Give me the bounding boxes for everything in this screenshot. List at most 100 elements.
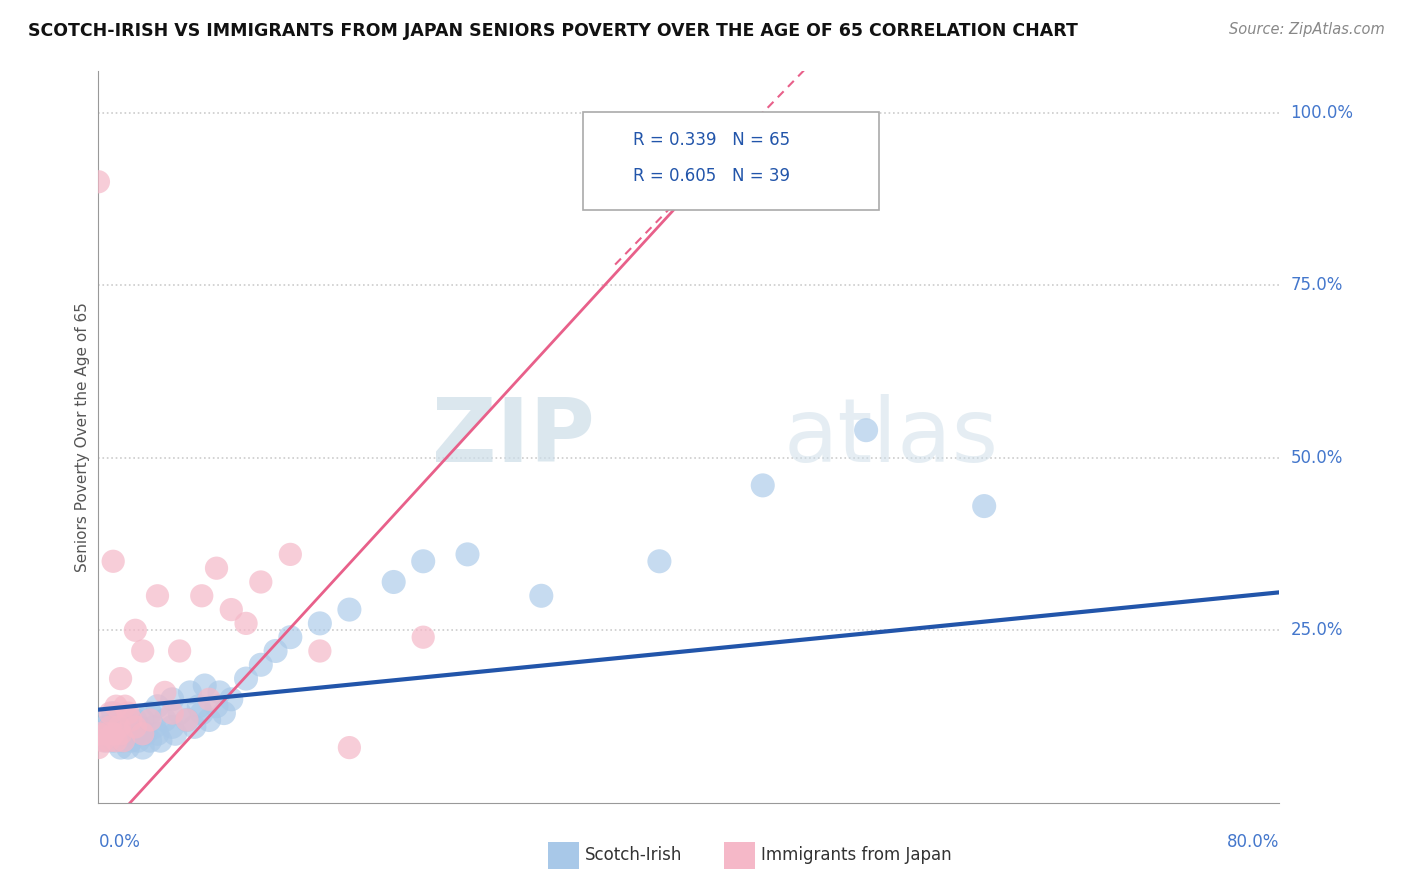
Point (280, 548, 302, 562)
Text: 75.0%: 75.0% (1291, 277, 1343, 294)
Point (87, 727, 110, 741)
Text: Scotch-Irish: Scotch-Irish (585, 847, 682, 864)
Point (648, 554, 671, 568)
Point (752, 478, 775, 492)
Point (132, 740, 155, 755)
Point (105, 727, 128, 741)
Point (97, 727, 120, 741)
Point (187, 699, 209, 714)
Point (221, 602, 243, 616)
Point (114, 699, 136, 714)
Point (110, 727, 132, 741)
Point (120, 713, 142, 727)
Point (117, 706, 139, 720)
Point (139, 733, 162, 747)
Point (176, 713, 198, 727)
Point (339, 740, 361, 755)
Point (112, 733, 135, 747)
Point (127, 733, 149, 747)
Point (132, 644, 155, 658)
Point (128, 720, 150, 734)
Point (135, 727, 157, 741)
Text: 80.0%: 80.0% (1227, 833, 1279, 851)
Point (205, 699, 228, 714)
Point (103, 554, 125, 568)
Point (169, 644, 191, 658)
Point (162, 692, 183, 706)
Text: 100.0%: 100.0% (1291, 103, 1354, 122)
Point (124, 720, 146, 734)
Point (280, 630, 302, 644)
Point (91, 733, 114, 747)
Point (117, 713, 139, 727)
Point (309, 616, 332, 631)
Point (198, 692, 221, 706)
Point (198, 713, 221, 727)
Point (191, 589, 214, 603)
Text: Source: ZipAtlas.com: Source: ZipAtlas.com (1229, 22, 1385, 37)
Point (143, 720, 166, 734)
Point (98, 706, 121, 720)
Text: R = 0.605   N = 39: R = 0.605 N = 39 (633, 167, 790, 185)
Point (105, 699, 128, 714)
Point (114, 727, 136, 741)
Point (110, 740, 132, 755)
Point (87, 713, 110, 727)
Point (855, 423, 877, 437)
Point (973, 499, 995, 513)
Point (98, 720, 121, 734)
Point (110, 727, 132, 741)
Text: ZIP: ZIP (432, 393, 595, 481)
Point (146, 699, 169, 714)
Point (111, 733, 134, 747)
Point (250, 574, 273, 589)
Text: 50.0%: 50.0% (1291, 449, 1343, 467)
Point (87, 175, 110, 189)
Point (124, 713, 146, 727)
Text: 25.0%: 25.0% (1291, 622, 1343, 640)
Point (205, 561, 228, 575)
Point (235, 672, 257, 686)
Point (382, 574, 405, 589)
Point (139, 706, 162, 720)
Point (108, 720, 131, 734)
Text: Immigrants from Japan: Immigrants from Japan (761, 847, 952, 864)
Point (153, 685, 176, 699)
Point (169, 706, 191, 720)
Point (162, 706, 183, 720)
Point (146, 727, 169, 741)
Point (146, 589, 169, 603)
Point (112, 713, 135, 727)
Point (165, 727, 187, 741)
Point (94, 720, 117, 734)
Point (132, 727, 155, 741)
Text: 0.0%: 0.0% (98, 833, 141, 851)
Point (87, 740, 110, 755)
Point (176, 713, 198, 727)
Point (117, 740, 139, 755)
Point (208, 685, 231, 699)
Point (162, 720, 183, 734)
Point (103, 733, 125, 747)
Point (179, 685, 201, 699)
Point (124, 727, 146, 741)
Point (110, 720, 132, 734)
Point (105, 733, 128, 747)
Point (94, 733, 117, 747)
Point (94, 727, 117, 741)
Point (191, 706, 214, 720)
Point (264, 644, 287, 658)
Point (412, 554, 434, 568)
Point (212, 706, 235, 720)
Point (194, 678, 217, 692)
Point (339, 602, 361, 616)
Point (530, 589, 553, 603)
Point (103, 720, 125, 734)
Text: R = 0.339   N = 65: R = 0.339 N = 65 (633, 131, 790, 149)
Point (139, 713, 162, 727)
Point (153, 713, 176, 727)
Point (457, 548, 479, 562)
Point (250, 657, 273, 672)
Point (412, 630, 434, 644)
Point (309, 644, 332, 658)
